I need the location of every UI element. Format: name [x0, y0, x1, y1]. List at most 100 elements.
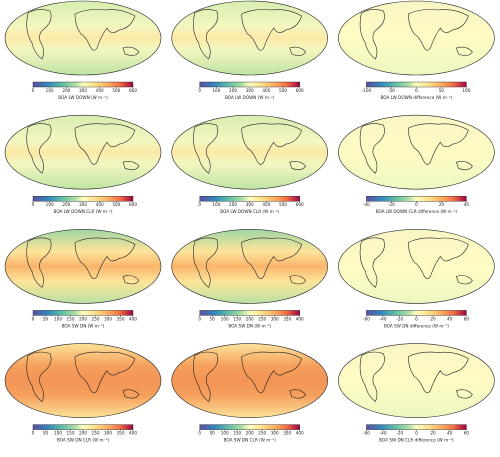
colorbar-tick-label: 600	[296, 88, 304, 93]
colorbar-tick-label: 100	[46, 202, 54, 207]
coastline	[26, 351, 140, 403]
map	[5, 115, 161, 190]
colorbar-tick-label: 150	[67, 431, 75, 436]
coastline	[193, 237, 307, 288]
map-outline	[171, 0, 328, 76]
colorbar-tick-label: 0	[32, 431, 35, 436]
colorbar-tick-label: 600	[129, 202, 137, 207]
map	[338, 229, 495, 304]
colorbar-tick-label: 40	[464, 202, 470, 207]
colorbar	[199, 310, 300, 316]
colorbar-tick-label: 400	[96, 202, 104, 207]
colorbar-label: BOA LW DOWN (W m⁻²)	[58, 95, 108, 100]
coastline	[26, 237, 140, 288]
colorbar-tick-label: 500	[112, 202, 120, 207]
colorbar-tick-label: 500	[279, 88, 287, 93]
colorbar-tick-label: 100	[212, 88, 220, 93]
map	[5, 1, 161, 75]
colorbar-tick-label: 300	[104, 316, 112, 321]
colorbar-tick-label: -20	[396, 316, 403, 321]
colorbar-tick-label: 40	[447, 316, 453, 321]
colorbar	[33, 424, 133, 430]
map	[171, 115, 328, 190]
colorbar-label: BOA SW DN CLR difference (W m⁻²)	[379, 438, 454, 443]
colorbar	[199, 82, 300, 87]
map	[338, 343, 495, 418]
colorbar-tick-label: 200	[62, 202, 70, 207]
colorbar-tick-label: 0	[32, 202, 35, 207]
colorbar	[199, 196, 300, 202]
colorbar	[199, 424, 300, 430]
colorbar-tick-label: 20	[430, 431, 436, 436]
map-outline	[4, 114, 162, 190]
map-outline	[171, 229, 328, 304]
colorbar	[366, 424, 467, 430]
map	[338, 115, 495, 190]
map-outline	[171, 114, 328, 190]
colorbar-tick-label: 300	[79, 202, 87, 207]
colorbar-tick-label: -50	[388, 88, 395, 93]
map-outline	[338, 229, 495, 304]
map-outline	[338, 343, 495, 418]
coastline	[193, 9, 307, 60]
colorbar-tick-label: 400	[129, 316, 137, 321]
map	[171, 1, 328, 75]
colorbar-tick-label: 0	[198, 202, 201, 207]
coastline	[193, 123, 307, 174]
coastline	[359, 237, 473, 288]
colorbar-tick-label: 150	[67, 316, 75, 321]
colorbar-tick-label: 300	[104, 431, 112, 436]
colorbar-tick-label: 400	[262, 202, 270, 207]
colorbar-tick-label: 0	[415, 431, 418, 436]
colorbar-tick-label: 200	[79, 316, 87, 321]
coastline	[193, 351, 307, 403]
colorbar-tick-label: 0	[198, 316, 201, 321]
colorbar-tick-label: 300	[271, 316, 279, 321]
colorbar-label: BOA SW DN difference (W m⁻²)	[384, 323, 449, 328]
colorbar	[33, 310, 133, 316]
colorbar-tick-label: 20	[430, 316, 436, 321]
map	[171, 343, 328, 418]
colorbar-label: BOA SW DN CLR (W m⁻²)	[224, 438, 277, 443]
map	[171, 229, 328, 304]
colorbar-tick-label: 500	[279, 202, 287, 207]
map-outline	[4, 343, 162, 418]
colorbar-tick-label: 200	[229, 202, 237, 207]
colorbar-tick-label: -60	[363, 431, 370, 436]
colorbar-tick-label: 0	[415, 316, 418, 321]
colorbar-tick-label: 300	[79, 88, 87, 93]
colorbar-label: BOA LW DOWN (W m⁻²)	[225, 95, 275, 100]
colorbar-tick-label: -60	[363, 316, 370, 321]
map-outline	[171, 343, 328, 418]
colorbar-tick-label: 50	[43, 316, 49, 321]
colorbar-tick-label: 100	[462, 88, 470, 93]
map-outline	[338, 114, 495, 190]
colorbar-label: BOA LW DOWN difference (W m⁻²)	[380, 95, 452, 100]
colorbar-tick-label: 50	[43, 431, 49, 436]
coastline	[359, 351, 473, 403]
map-outline	[338, 0, 495, 76]
colorbar-tick-label: 300	[246, 202, 254, 207]
colorbar	[366, 82, 467, 87]
coastline	[359, 9, 473, 60]
coastline	[26, 9, 140, 60]
colorbar-tick-label: -20	[388, 202, 395, 207]
colorbar	[33, 82, 133, 87]
colorbar-tick-label: 250	[258, 431, 266, 436]
colorbar-tick-label: 400	[296, 431, 304, 436]
colorbar-tick-label: -100	[362, 88, 372, 93]
colorbar-tick-label: 500	[112, 88, 120, 93]
colorbar-tick-label: 200	[246, 316, 254, 321]
colorbar-tick-label: 200	[79, 431, 87, 436]
colorbar-tick-label: 0	[198, 431, 201, 436]
colorbar-tick-label: -40	[380, 316, 387, 321]
colorbar-tick-label: 250	[92, 316, 100, 321]
colorbar-tick-label: 250	[92, 431, 100, 436]
colorbar-tick-label: 350	[283, 316, 291, 321]
colorbar-tick-label: 350	[117, 316, 125, 321]
colorbar-tick-label: 0	[32, 88, 35, 93]
colorbar-label: BOA LW DOWN CLR (W m⁻²)	[220, 209, 279, 214]
colorbar-tick-label: 400	[296, 316, 304, 321]
colorbar-tick-label: 100	[221, 431, 229, 436]
